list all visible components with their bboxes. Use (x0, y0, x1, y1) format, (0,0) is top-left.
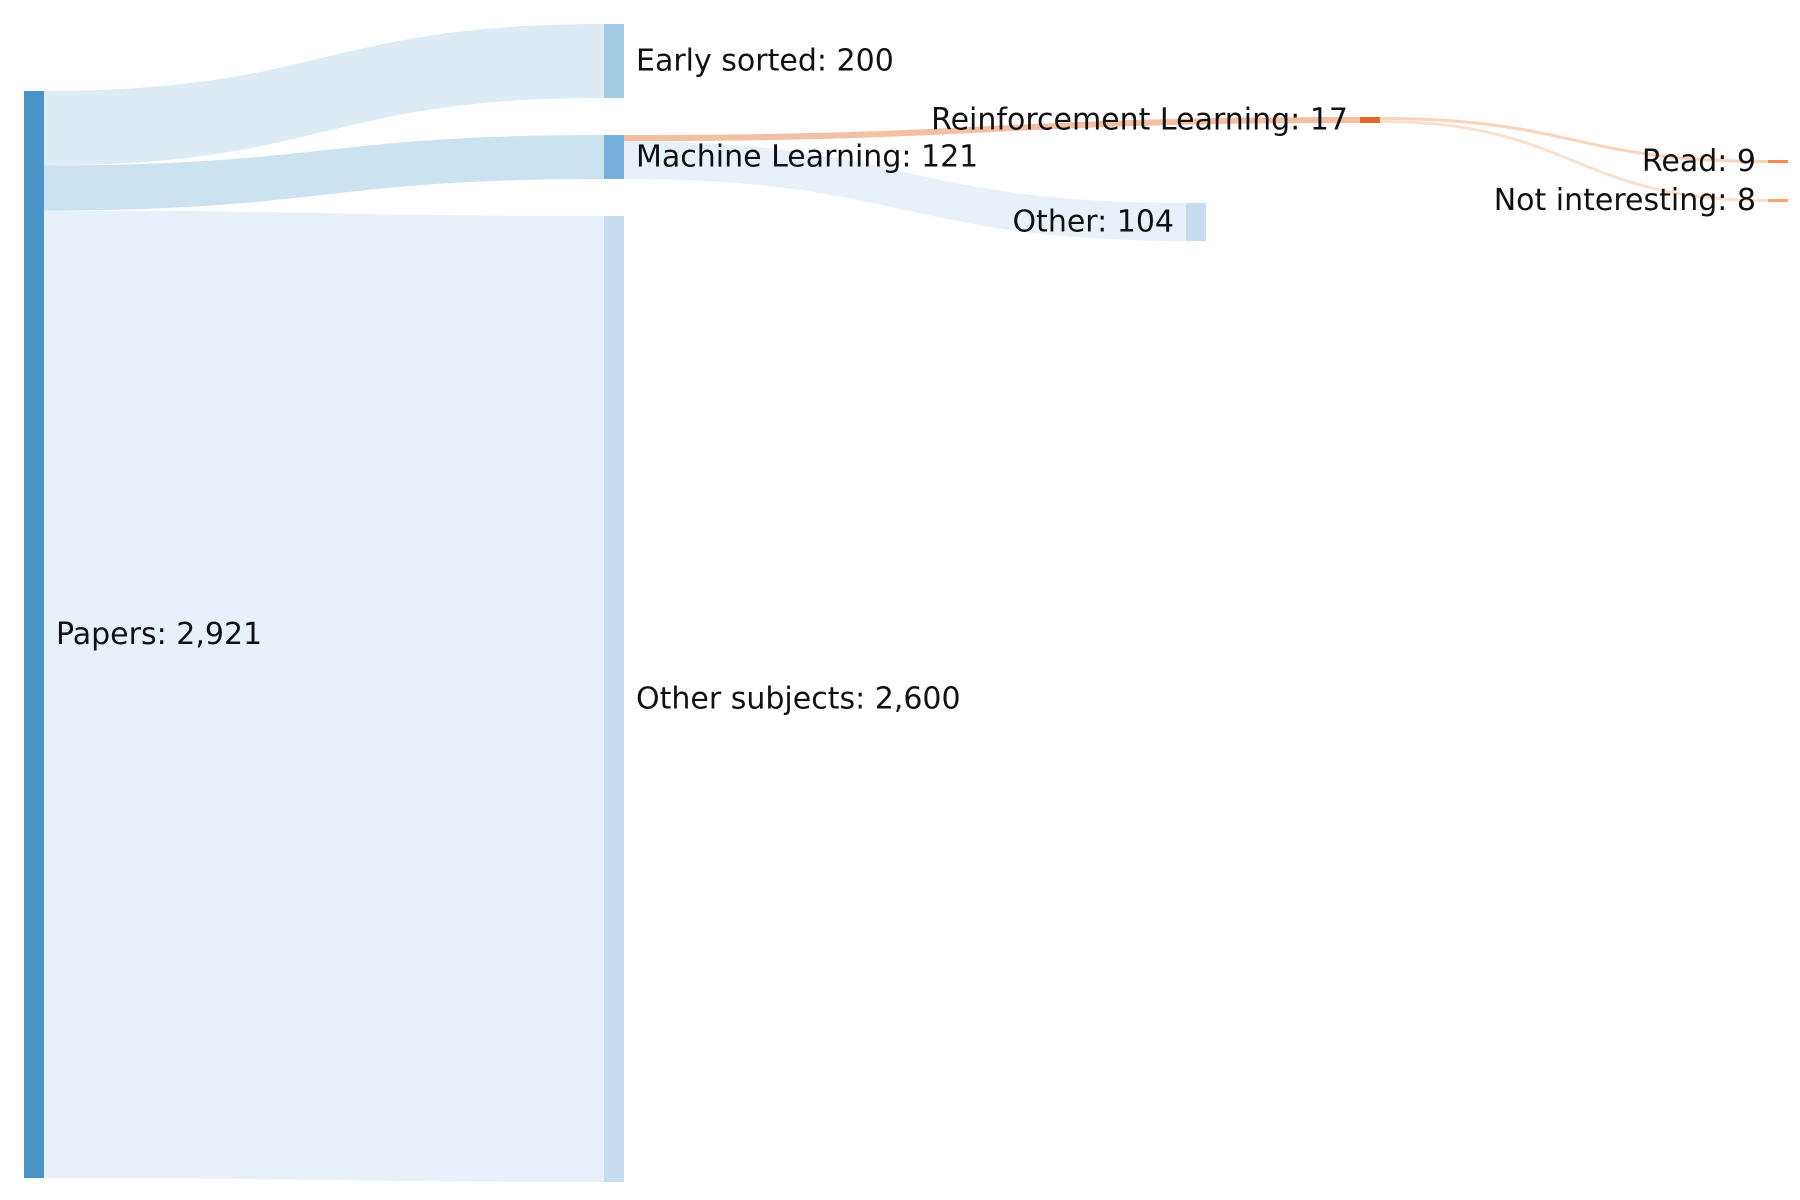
label-rl: Reinforcement Learning: 17 (931, 103, 1348, 138)
label-other: Other: 104 (1012, 205, 1174, 240)
label-early: Early sorted: 200 (636, 44, 894, 79)
label-ml: Machine Learning: 121 (636, 140, 978, 175)
node-papers (24, 91, 44, 1178)
link-ml-to-rl (624, 117, 1360, 142)
label-read: Read: 9 (1642, 144, 1756, 179)
link-papers-to-early (44, 24, 604, 166)
node-not_interesting (1768, 199, 1788, 202)
node-early (604, 24, 624, 98)
label-papers: Papers: 2,921 (56, 617, 262, 652)
link-ml-to-other (624, 141, 1186, 241)
link-papers-to-other_subjects (44, 210, 604, 1182)
label-not_interesting: Not interesting: 8 (1494, 183, 1756, 218)
link-rl-to-not_interesting (1380, 120, 1768, 202)
sankey-links (44, 24, 1768, 1182)
node-rl (1360, 117, 1380, 123)
node-ml (604, 135, 624, 179)
label-other_subjects: Other subjects: 2,600 (636, 682, 961, 717)
link-rl-to-read (1380, 117, 1768, 163)
node-other (1186, 203, 1206, 241)
sankey-labels: Papers: 2,921 Early sorted: 200 Machine Le… (56, 44, 1756, 717)
link-papers-to-ml (44, 135, 604, 211)
node-other_subjects (604, 216, 624, 1182)
sankey-nodes (24, 24, 1788, 1182)
node-read (1768, 160, 1788, 163)
